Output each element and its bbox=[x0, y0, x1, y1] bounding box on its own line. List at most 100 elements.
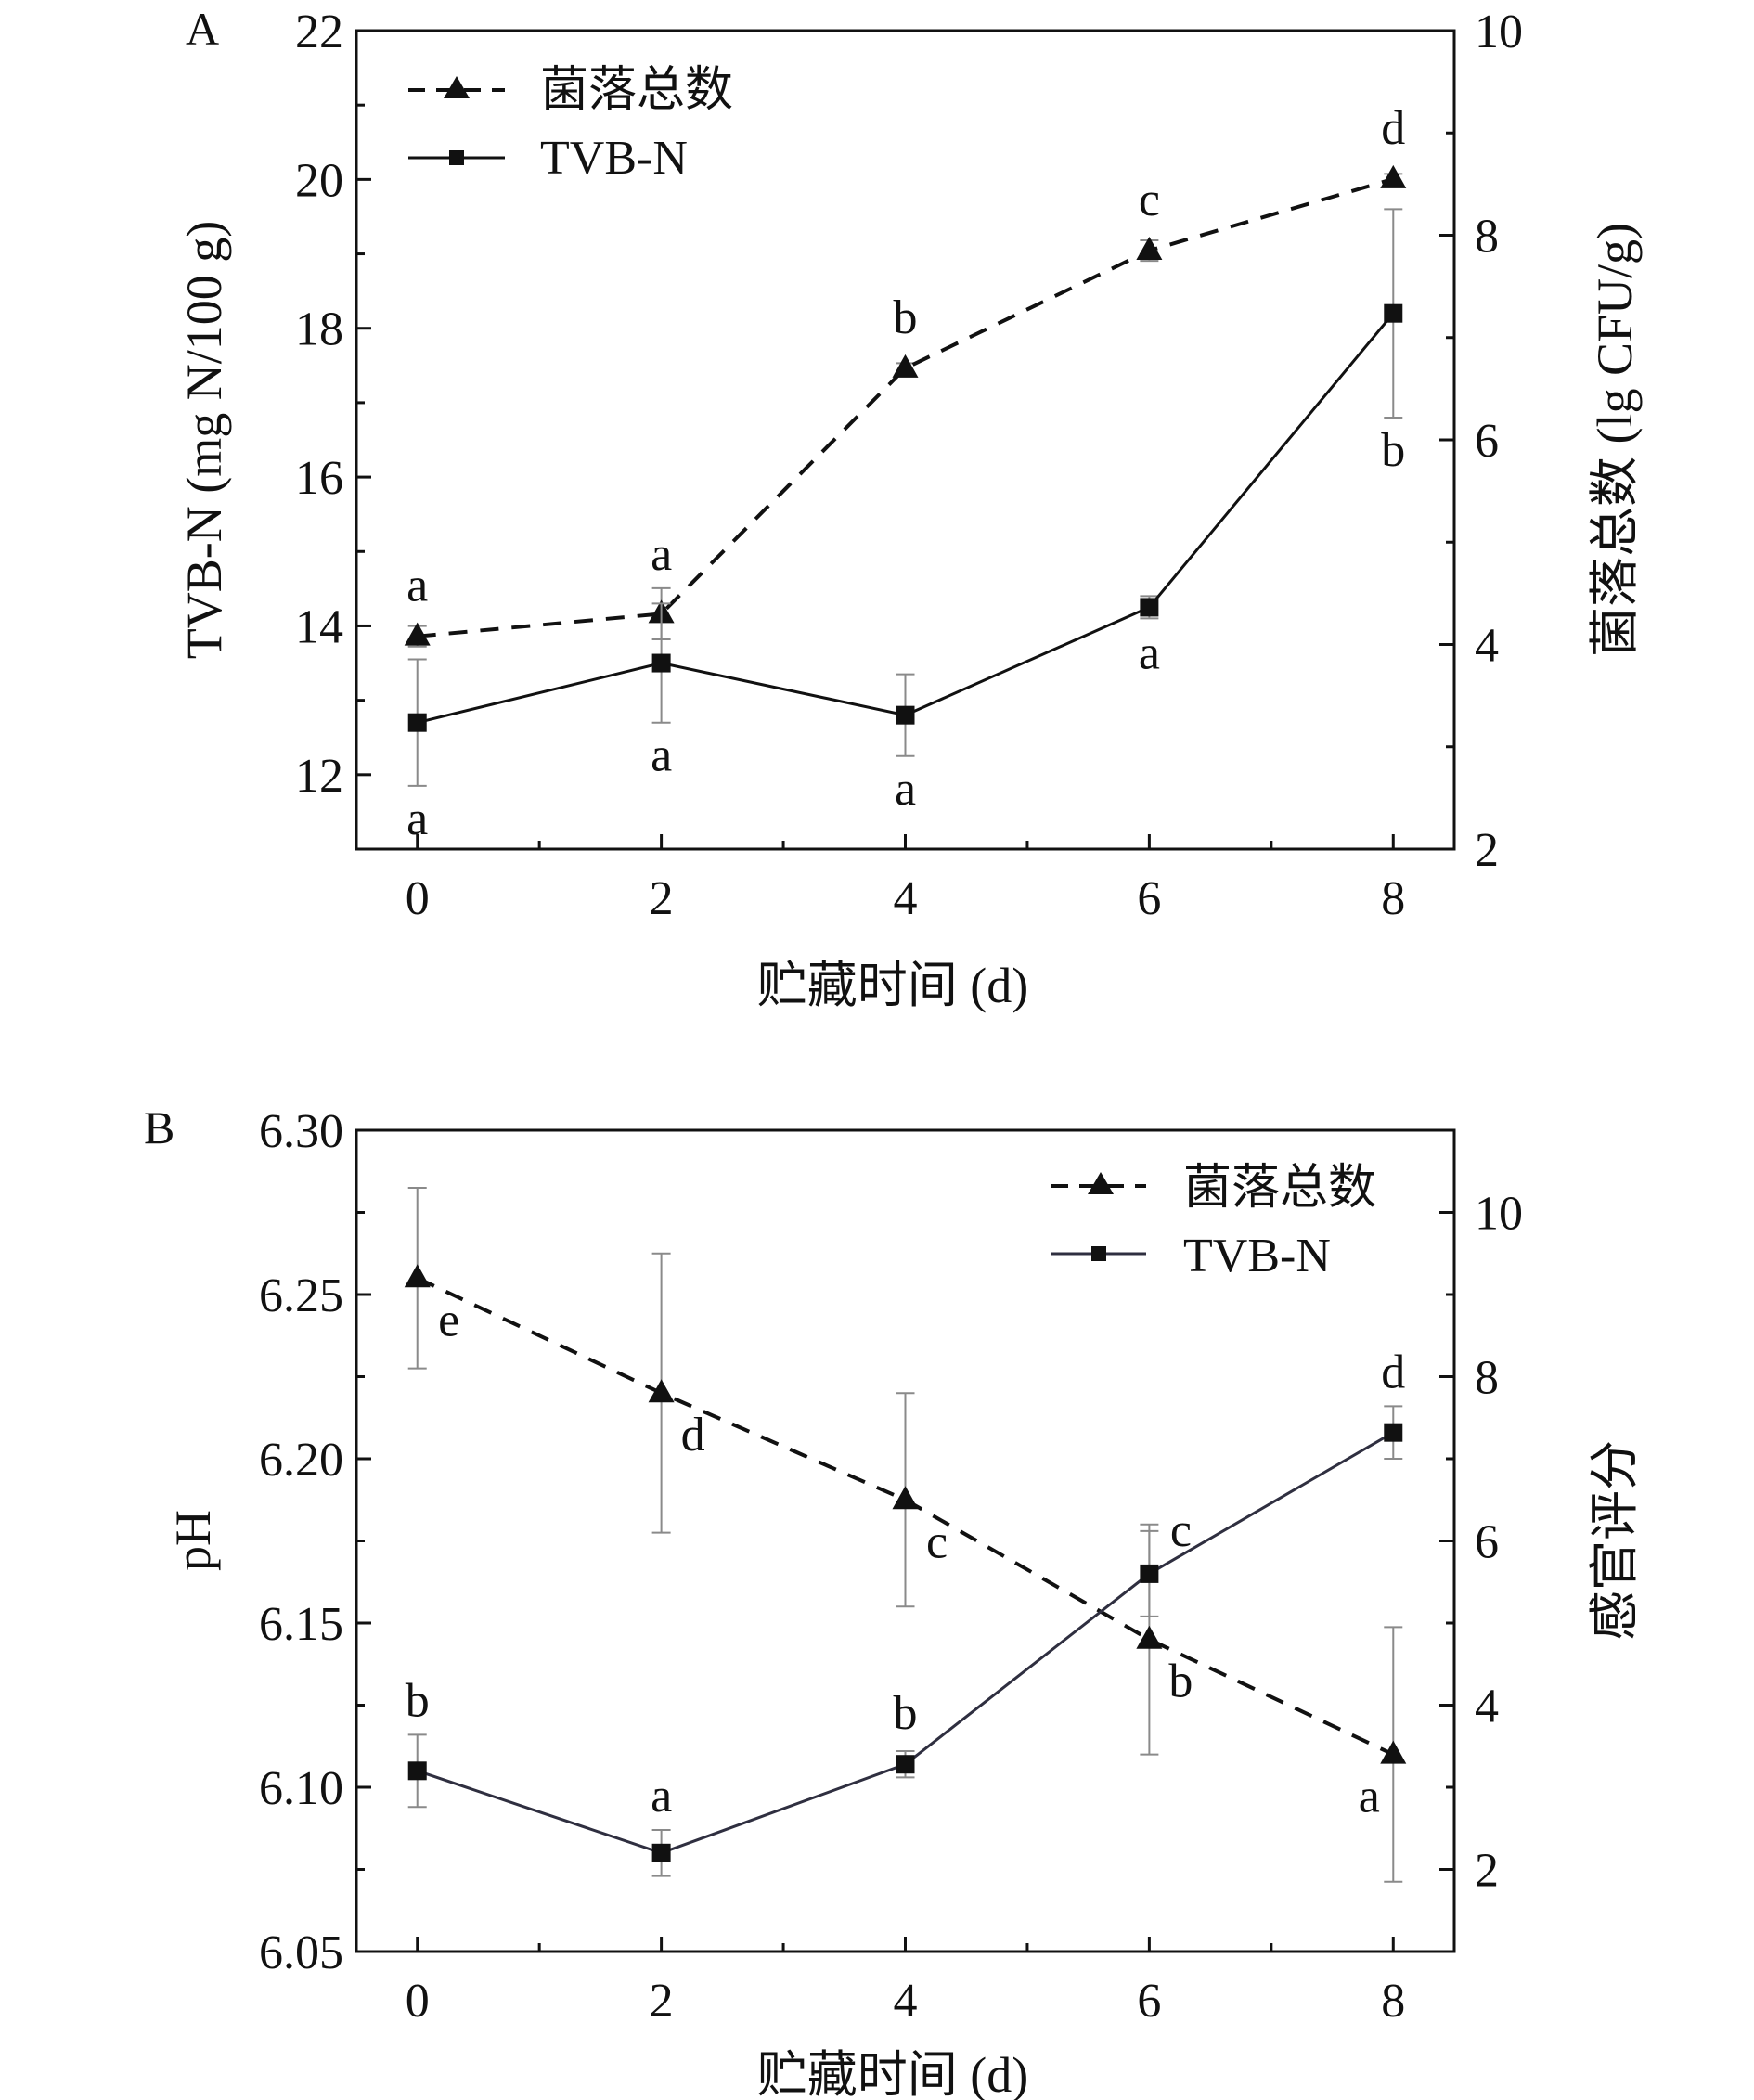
panel-b-legend: 菌落总数 TVB-N bbox=[1051, 1162, 1376, 1282]
y-left-tick-label: 16 bbox=[295, 452, 343, 505]
y-right-tick-label: 2 bbox=[1475, 1845, 1499, 1898]
y-right-tick-label: 10 bbox=[1475, 1188, 1523, 1241]
panel-b-x-axis-title: 贮藏时间 (d) bbox=[757, 2047, 1028, 2100]
data-point-colonies bbox=[892, 354, 919, 378]
significance-letter-tvbn: d bbox=[1381, 1346, 1405, 1398]
significance-letter-colonies: a bbox=[651, 528, 672, 581]
significance-letter-tvbn: a bbox=[406, 792, 428, 845]
significance-letter-colonies: e bbox=[438, 1294, 459, 1346]
y-left-tick-label: 6.30 bbox=[259, 1105, 343, 1158]
data-point-colonies bbox=[648, 1379, 675, 1403]
y-left-tick-label: 6.15 bbox=[259, 1598, 343, 1651]
y-left-tick-label: 22 bbox=[295, 6, 343, 58]
legend-a-label-colonies: 菌落总数 bbox=[540, 64, 733, 117]
y-right-tick-label: 10 bbox=[1475, 6, 1523, 58]
data-point-colonies bbox=[1380, 164, 1407, 188]
legend-a-square-marker bbox=[449, 150, 464, 165]
significance-letter-colonies: c bbox=[926, 1515, 948, 1568]
legend-b-square-marker bbox=[1091, 1246, 1106, 1261]
data-point-colonies bbox=[892, 1486, 919, 1510]
y-left-tick-label: 12 bbox=[295, 750, 343, 803]
x-tick-label: 2 bbox=[650, 1975, 674, 2028]
y-left-tick-label: 14 bbox=[295, 600, 343, 653]
y-right-tick-label: 8 bbox=[1475, 1352, 1499, 1405]
panel-b-y-axis-title: pH bbox=[165, 1510, 221, 1571]
data-point-colonies bbox=[404, 1264, 431, 1288]
data-point-tvbn bbox=[1140, 1564, 1159, 1583]
significance-letter-colonies: d bbox=[681, 1409, 705, 1462]
panel-a-y-axis-title: TVB-N (mg N/100 g) bbox=[176, 221, 232, 659]
data-point-tvbn bbox=[1384, 1423, 1403, 1442]
panel-a-y-axis-right: 2 4 6 8 10 bbox=[1439, 6, 1523, 877]
significance-letter-tvbn: b bbox=[406, 1674, 430, 1727]
y-right-tick-label: 4 bbox=[1475, 620, 1499, 673]
legend-a-label-tvbn: TVB-N bbox=[540, 132, 688, 185]
data-point-tvbn bbox=[896, 1755, 915, 1774]
data-point-colonies bbox=[1136, 237, 1163, 261]
y-left-tick-label: 20 bbox=[295, 154, 343, 207]
significance-letter-colonies: a bbox=[406, 560, 428, 612]
x-tick-label: 8 bbox=[1381, 872, 1405, 925]
significance-letter-tvbn: c bbox=[1170, 1504, 1192, 1557]
significance-letter-tvbn: a bbox=[651, 729, 672, 782]
panel-a-y-axis-left: 12 14 16 18 20 22 bbox=[295, 6, 371, 803]
data-point-tvbn bbox=[407, 713, 427, 732]
significance-letter-colonies: b bbox=[1168, 1656, 1193, 1708]
y-right-tick-label: 6 bbox=[1475, 415, 1499, 468]
y-left-tick-label: 6.20 bbox=[259, 1434, 343, 1487]
panel-b-series-layer: e d c b a b a b c d bbox=[404, 1186, 1407, 1883]
panel-a-label: A bbox=[186, 3, 219, 55]
legend-b-triangle-marker bbox=[1088, 1172, 1114, 1194]
legend-b-label-colonies: 菌落总数 bbox=[1183, 1162, 1376, 1215]
significance-letter-colonies: d bbox=[1381, 102, 1405, 155]
significance-letter-colonies: a bbox=[1359, 1771, 1380, 1823]
panel-b-y-axis-right: 2 4 6 8 10 bbox=[1439, 1188, 1523, 1898]
data-point-tvbn bbox=[651, 1843, 671, 1862]
legend-a-triangle-marker bbox=[444, 76, 470, 98]
data-point-tvbn bbox=[896, 705, 915, 725]
data-point-tvbn bbox=[651, 653, 671, 673]
significance-letter-colonies: b bbox=[894, 291, 918, 344]
data-point-colonies bbox=[1136, 1625, 1163, 1649]
panel-a-y2-axis-title: 菌落总数 (lg CFU/g) bbox=[1587, 223, 1643, 657]
x-tick-label: 0 bbox=[406, 1975, 430, 2028]
y-left-tick-label: 6.10 bbox=[259, 1762, 343, 1815]
y-left-tick-label: 6.05 bbox=[259, 1926, 343, 1979]
y-right-tick-label: 6 bbox=[1475, 1516, 1499, 1569]
panel-b-y-axis-left: 6.05 6.10 6.15 6.20 6.25 6.30 bbox=[259, 1105, 371, 1979]
y-left-tick-label: 6.25 bbox=[259, 1269, 343, 1322]
x-tick-label: 6 bbox=[1137, 1975, 1161, 2028]
significance-letter-tvbn: a bbox=[651, 1770, 672, 1823]
x-tick-label: 6 bbox=[1137, 872, 1161, 925]
panel-a-series-layer: a a b c d a a a a b bbox=[404, 102, 1407, 845]
x-tick-label: 2 bbox=[650, 872, 674, 925]
panel-a-x-axis: 0 2 4 6 8 bbox=[406, 834, 1405, 925]
data-point-tvbn bbox=[407, 1761, 427, 1781]
series-line-colonies bbox=[417, 176, 1394, 638]
y-left-tick-label: 18 bbox=[295, 303, 343, 356]
data-point-tvbn bbox=[1384, 303, 1403, 323]
panel-a-x-axis-title: 贮藏时间 (d) bbox=[757, 958, 1028, 1013]
data-point-tvbn bbox=[1140, 598, 1159, 617]
panel-b-label: B bbox=[144, 1102, 174, 1153]
significance-letter-colonies: c bbox=[1139, 174, 1160, 226]
significance-letter-tvbn: a bbox=[1139, 626, 1160, 679]
panel-b-y2-axis-title: 感官评分 bbox=[1587, 1440, 1643, 1641]
x-tick-label: 4 bbox=[894, 872, 918, 925]
panel-b-x-axis: 0 2 4 6 8 bbox=[406, 1937, 1405, 2028]
data-point-colonies bbox=[404, 622, 431, 646]
data-point-colonies bbox=[1380, 1740, 1407, 1764]
significance-letter-tvbn: b bbox=[1381, 424, 1405, 477]
y-right-tick-label: 8 bbox=[1475, 211, 1499, 264]
x-tick-label: 0 bbox=[406, 872, 430, 925]
significance-letter-tvbn: b bbox=[894, 1687, 918, 1740]
y-right-tick-label: 2 bbox=[1475, 824, 1499, 877]
x-tick-label: 4 bbox=[894, 1975, 918, 2028]
legend-b-label-tvbn: TVB-N bbox=[1183, 1230, 1331, 1282]
significance-letter-tvbn: a bbox=[895, 763, 916, 816]
panel-a-legend: 菌落总数 TVB-N bbox=[408, 64, 733, 185]
